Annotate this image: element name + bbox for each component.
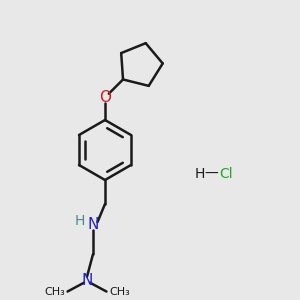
Text: H: H bbox=[74, 214, 85, 228]
Text: N: N bbox=[87, 217, 99, 232]
Text: Cl: Cl bbox=[219, 167, 232, 181]
Text: N: N bbox=[81, 273, 93, 288]
Text: CH₃: CH₃ bbox=[109, 287, 130, 297]
Text: H: H bbox=[194, 167, 205, 181]
Text: O: O bbox=[99, 90, 111, 105]
Text: —: — bbox=[205, 167, 218, 181]
Text: CH₃: CH₃ bbox=[44, 287, 65, 297]
